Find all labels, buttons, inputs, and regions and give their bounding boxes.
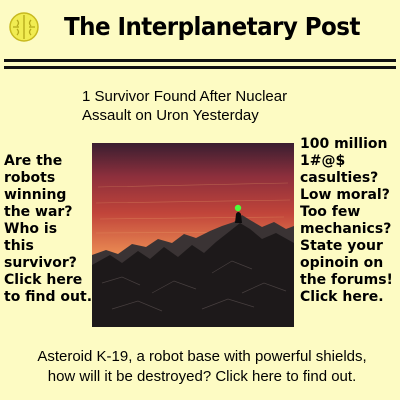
headline-line-2: Assault on Uron Yesterday bbox=[82, 107, 259, 124]
masthead-rule-bottom bbox=[4, 66, 396, 69]
teaser-line: 1#@$ bbox=[300, 153, 346, 169]
teaser-line: mechanics? bbox=[300, 221, 392, 237]
brain-logo-icon bbox=[9, 12, 39, 42]
teaser-line: Too few bbox=[300, 204, 361, 220]
teaser-line: to find out. bbox=[4, 289, 93, 305]
teaser-line: casulties? bbox=[300, 170, 379, 186]
teaser-line: survivor? bbox=[4, 255, 77, 271]
teaser-line: the war? bbox=[4, 204, 73, 220]
teaser-line: winning bbox=[4, 187, 67, 203]
teaser-line: Click here bbox=[4, 272, 83, 288]
rubble-texture bbox=[101, 260, 287, 312]
wasteland-sunset-illustration bbox=[92, 143, 294, 327]
rubble-foreground bbox=[92, 223, 294, 327]
teaser-line: this bbox=[4, 238, 34, 254]
teaser-line: Low moral? bbox=[300, 187, 390, 203]
teaser-line: the forums! bbox=[300, 272, 393, 288]
teaser-line: Asteroid K-19, a robot base with powerfu… bbox=[37, 348, 367, 365]
teaser-line: opinoin on bbox=[300, 255, 384, 271]
forums-link[interactable]: 100 million 1#@$ casulties? Low moral? T… bbox=[300, 136, 398, 306]
masthead-rule-top bbox=[4, 59, 396, 62]
survivor-silhouette-icon bbox=[235, 212, 242, 223]
survivor-story-link[interactable]: Are the robots winning the war? Who is t… bbox=[4, 153, 94, 306]
teaser-line: Click here. bbox=[300, 289, 384, 305]
teaser-line: State your bbox=[300, 238, 383, 254]
teaser-line: Who is bbox=[4, 221, 58, 237]
headline-line-1: 1 Survivor Found After Nuclear bbox=[82, 88, 288, 105]
main-headline: 1 Survivor Found After Nuclear Assault o… bbox=[82, 87, 342, 125]
teaser-line: robots bbox=[4, 170, 56, 186]
teaser-line: Are the bbox=[4, 153, 63, 169]
masthead-title: The Interplanetary Post bbox=[64, 12, 360, 41]
teaser-line: 100 million bbox=[300, 136, 388, 152]
asteroid-story-link[interactable]: Asteroid K-19, a robot base with powerfu… bbox=[10, 347, 394, 387]
teaser-line: how will it be destroyed? Click here to … bbox=[47, 368, 357, 385]
survivor-glow-icon bbox=[234, 204, 242, 212]
